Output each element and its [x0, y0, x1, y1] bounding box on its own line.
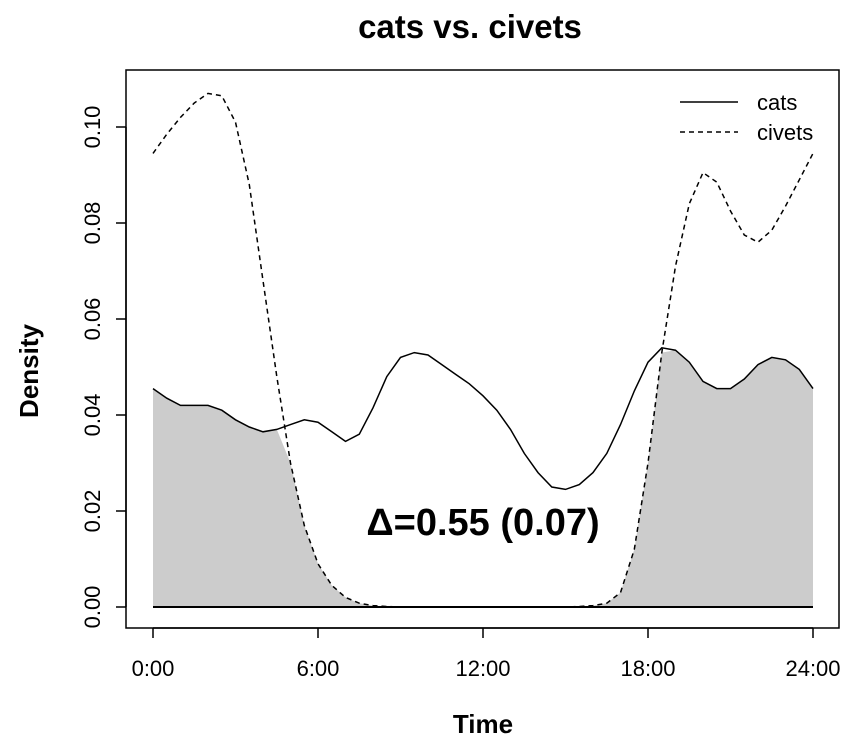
- plot-area: [152, 92, 814, 608]
- overlap-area: [153, 350, 813, 607]
- y-tick-label: 0.00: [80, 586, 105, 629]
- y-axis: 0.00 0.02 0.04 0.06 0.08 0.10: [80, 106, 127, 629]
- legend-civets-label: civets: [757, 120, 813, 145]
- chart-title: cats vs. civets: [358, 8, 582, 45]
- legend-cats-label: cats: [757, 90, 797, 115]
- x-tick-label: 24:00: [785, 656, 840, 681]
- x-axis: 0:00 6:00 12:00 18:00 24:00: [132, 627, 841, 681]
- y-tick-label: 0.02: [80, 490, 105, 533]
- x-tick-label: 12:00: [455, 656, 510, 681]
- y-axis-title: Density: [14, 324, 44, 418]
- civets-density-line: [152, 92, 814, 608]
- y-tick-label: 0.10: [80, 106, 105, 149]
- legend: cats civets: [680, 90, 813, 145]
- x-tick-label: 0:00: [132, 656, 175, 681]
- overlap-coefficient-annotation: Δ=0.55 (0.07): [366, 502, 599, 544]
- x-tick-label: 6:00: [297, 656, 340, 681]
- y-tick-label: 0.06: [80, 298, 105, 341]
- x-axis-title: Time: [453, 709, 513, 739]
- x-tick-label: 18:00: [620, 656, 675, 681]
- cats-density-line: [152, 346, 814, 491]
- y-tick-label: 0.08: [80, 202, 105, 245]
- y-tick-label: 0.04: [80, 394, 105, 437]
